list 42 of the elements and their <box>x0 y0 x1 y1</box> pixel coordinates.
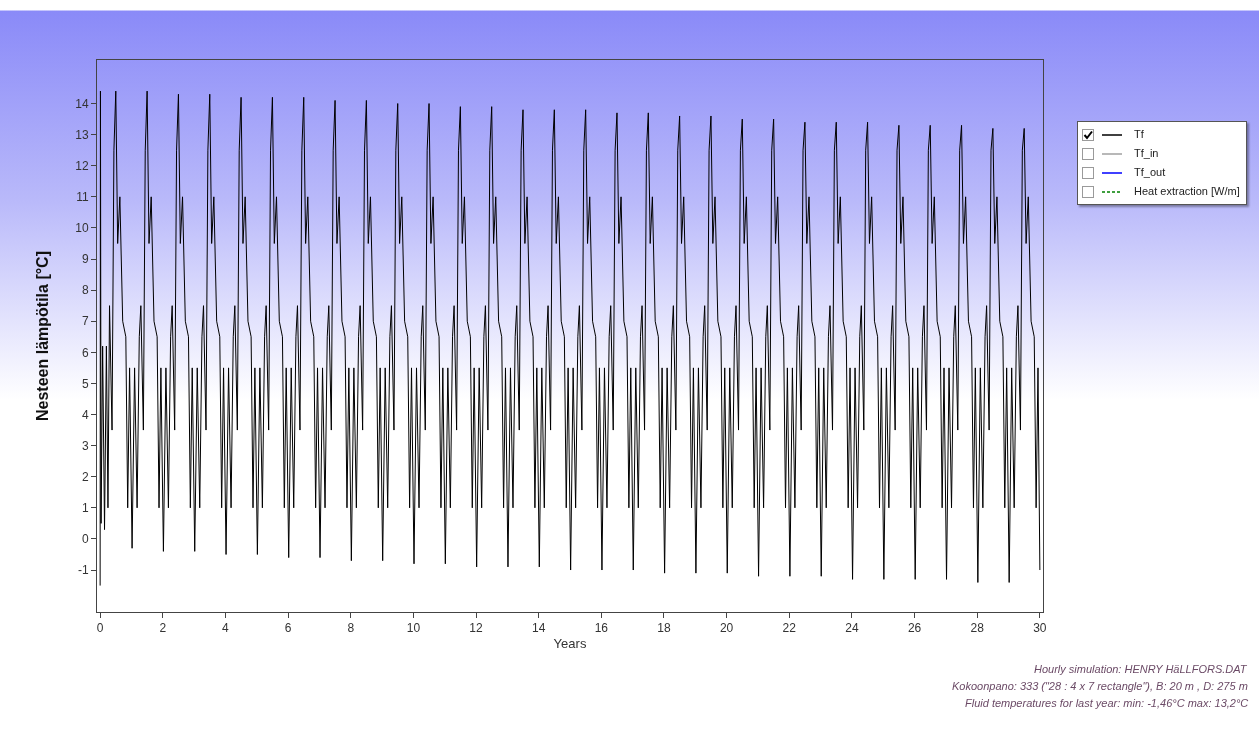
x-tick-label: 6 <box>284 621 292 636</box>
y-tick-label: 12 <box>75 158 89 173</box>
x-tick-label: 12 <box>469 621 484 636</box>
text: Fluid temperatures for last year: min: -1,46°C max: 13,2°C <box>965 697 1249 709</box>
y-tick-label: 5 <box>81 376 89 391</box>
x-tick-label: 28 <box>970 621 985 636</box>
legend-label: Heat extraction [W/m] <box>1134 185 1240 197</box>
legend-label: Tf <box>1134 128 1144 140</box>
y-tick-label: 11 <box>76 190 89 205</box>
y-tick-label: 1 <box>81 501 89 516</box>
x-tick-label: 8 <box>347 621 355 636</box>
x-tick-label: 18 <box>657 621 671 636</box>
x-tick-label: 10 <box>406 621 421 636</box>
text: Hourly simulation: HENRY HäLLFORS.DAT <box>1034 663 1248 675</box>
y-axis-title: Nesteen lämpötila [°C] <box>34 251 52 421</box>
x-tick-label: 22 <box>782 621 797 636</box>
x-axis-title: Years <box>553 636 587 651</box>
y-tick-label: 6 <box>81 345 89 360</box>
x-tick-label: 26 <box>907 621 922 636</box>
y-tick-label: 3 <box>81 438 89 453</box>
x-tick-label: 14 <box>532 621 546 636</box>
x-tick-label: 0 <box>96 621 104 636</box>
y-tick-label: 13 <box>75 127 89 142</box>
y-tick-label: 4 <box>81 407 89 422</box>
x-tick-label: 2 <box>159 621 167 636</box>
x-tick-label: 4 <box>222 621 230 636</box>
y-tick-label: 8 <box>81 283 89 298</box>
y-tick-label: 0 <box>81 532 89 547</box>
x-tick-label: 30 <box>1033 621 1047 636</box>
y-tick-label: 14 <box>75 96 89 111</box>
legend-label: Tf_in <box>1134 147 1159 159</box>
text: Kokoonpano: 333 ("28 : 4 x 7 rectangle"), B: 20 m , D: 275 m <box>952 680 1248 692</box>
line-series <box>99 90 1041 587</box>
y-tick-label: 2 <box>81 469 89 484</box>
x-tick-label: 16 <box>594 621 609 636</box>
x-tick-label: 24 <box>845 621 859 636</box>
y-tick-label: 10 <box>75 221 89 236</box>
legend-label: Tf_out <box>1134 166 1166 178</box>
y-tick-label: -1 <box>77 563 89 578</box>
x-tick-label: 20 <box>719 621 734 636</box>
y-tick-label: 9 <box>81 252 89 267</box>
y-tick-label: 7 <box>81 314 89 329</box>
